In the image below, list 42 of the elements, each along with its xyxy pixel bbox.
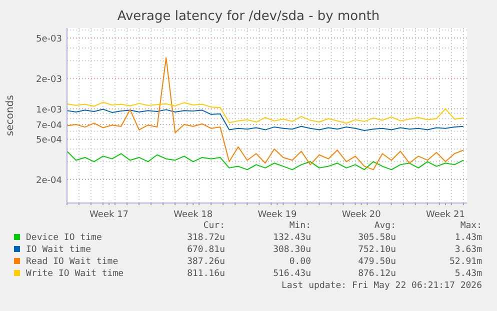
y-tick-label: 2e-03 [36, 74, 62, 85]
text: 387.26u [187, 257, 225, 267]
y-tick-label: 5e-03 [36, 34, 62, 45]
legend-label: Read IO Wait time [26, 257, 118, 267]
y-tick-label: 5e-04 [36, 136, 62, 146]
text: 479.50u [358, 257, 396, 267]
text: 318.72u [187, 233, 225, 243]
chart-title: Average latency for /dev/sda - by month [117, 9, 380, 24]
x-tick-label: Week 20 [342, 210, 382, 220]
text: Min: [289, 221, 311, 231]
line-series [66, 57, 464, 170]
text: 3.63m [454, 245, 482, 255]
x-tick-label: Week 19 [258, 210, 298, 220]
legend-label: Device IO time [26, 233, 102, 243]
text: 132.43u [273, 233, 311, 243]
text: Max: [460, 221, 482, 231]
text: Last update: Fri May 22 06:21:17 2026 [282, 281, 482, 291]
y-tick-label: 2e-04 [36, 176, 62, 186]
text: Cur: [203, 221, 225, 231]
text: 0.00 [289, 257, 311, 267]
x-tick-label: Week 18 [174, 210, 213, 220]
text: 305.58u [358, 233, 396, 243]
text: 876.12u [358, 269, 396, 279]
text: 1.43m [454, 233, 482, 243]
x-tick-label: Week 17 [90, 210, 129, 220]
line-series [66, 102, 464, 124]
text: 52.91m [449, 257, 482, 267]
line-series [66, 150, 464, 170]
legend-label: IO Wait time [26, 245, 92, 255]
text: 811.16u [187, 269, 225, 279]
text: 752.10u [358, 245, 396, 255]
text: 308.30u [273, 245, 311, 255]
x-tick-label: Week 21 [426, 210, 465, 220]
text: 670.81u [187, 245, 225, 255]
text: 516.43u [273, 269, 311, 279]
y-tick-label: 7e-04 [36, 120, 62, 131]
y-tick-label: 1e-03 [36, 105, 62, 116]
line-series [66, 108, 464, 132]
text: 5.43m [454, 269, 482, 279]
legend-label: Write IO Wait time [26, 269, 124, 279]
y-axis-title: seconds [5, 95, 16, 136]
text: Avg: [374, 221, 396, 231]
